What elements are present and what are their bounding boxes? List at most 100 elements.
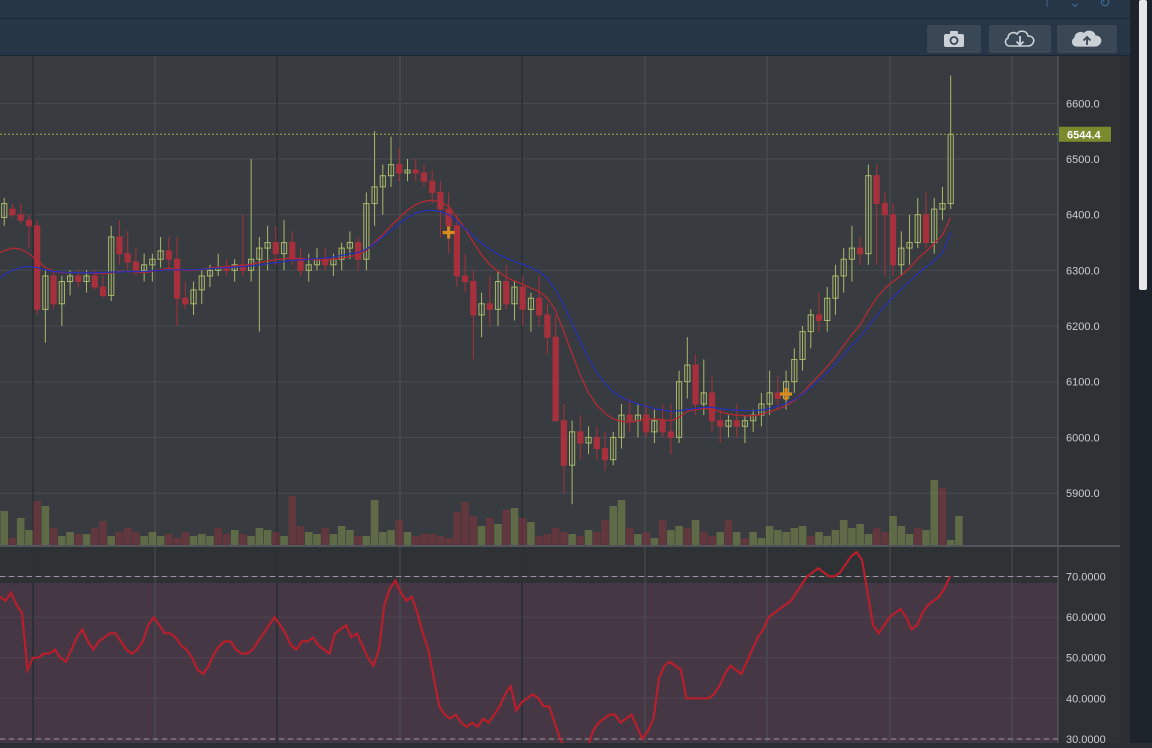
candle-body	[774, 392, 781, 399]
candle-body	[898, 247, 905, 266]
candle-body	[437, 191, 444, 210]
price-chart-area[interactable]: 6544.4 5900.0 6000.0 6100.0 6200.0 6300.0 640…	[0, 56, 1120, 748]
volume-bar	[905, 534, 914, 546]
candle-body	[503, 281, 510, 305]
buy-signal-marker	[780, 387, 793, 400]
volume-bar	[601, 520, 609, 546]
volume-bar	[774, 530, 782, 546]
volume-bar	[806, 536, 815, 546]
candle-body	[272, 242, 279, 255]
candle-body	[922, 214, 930, 244]
candle-body	[346, 242, 353, 249]
volume-bar	[946, 540, 955, 546]
volume-bar	[379, 532, 387, 546]
candle-body	[618, 414, 625, 438]
volume-bar	[477, 526, 486, 546]
candle-body	[651, 420, 658, 433]
volume-bar	[313, 534, 321, 546]
candle-body	[585, 436, 592, 444]
volume-bar	[420, 534, 428, 546]
candle-body	[206, 269, 214, 277]
volume-bar	[856, 524, 864, 546]
volume-bar	[354, 536, 362, 546]
volume-bar	[518, 518, 527, 546]
volume-bar	[667, 530, 675, 546]
upload-button[interactable]	[1057, 25, 1117, 53]
price-tick-label: 6300.0	[1066, 265, 1100, 277]
volume-bar	[675, 526, 683, 546]
volume-bar	[58, 536, 66, 546]
candle-body	[560, 420, 567, 466]
candle-body	[75, 275, 82, 283]
candle-body	[684, 364, 691, 383]
candle-body	[832, 275, 839, 299]
volume-bar	[132, 532, 140, 546]
candle-body	[157, 250, 164, 260]
candle-body	[939, 203, 946, 210]
candle-body	[396, 164, 403, 174]
candle-body	[371, 186, 378, 205]
volume-bar	[0, 511, 9, 546]
volume-bar	[592, 532, 601, 546]
candle-body	[478, 303, 485, 316]
candle-body	[865, 175, 872, 255]
candlestick-series	[1, 75, 954, 505]
candle-body	[527, 297, 535, 310]
candle-body	[124, 253, 131, 263]
candle-body	[889, 214, 897, 266]
signal-markers	[442, 226, 793, 400]
refresh-icon[interactable]: ↻	[1099, 0, 1111, 10]
screenshot-button[interactable]	[927, 25, 981, 53]
volume-bar	[288, 496, 297, 546]
camera-icon	[944, 31, 964, 47]
candle-body	[305, 264, 312, 271]
chart-canvas[interactable]: 6544.4 5900.0 6000.0 6100.0 6200.0 6300.0 640…	[0, 56, 1120, 748]
price-tick-label: 6100.0	[1066, 377, 1100, 389]
candle-body	[470, 281, 477, 316]
download-button[interactable]	[989, 25, 1051, 53]
rsi-tick-label: 70.0000	[1066, 571, 1106, 583]
candle-body	[256, 247, 263, 260]
volume-bar	[494, 524, 502, 546]
candle-body	[659, 420, 666, 433]
volume-bar	[716, 532, 725, 546]
volume-bar	[444, 538, 453, 546]
candle-body	[429, 180, 436, 193]
candle-body	[173, 258, 181, 299]
candle-body	[462, 275, 469, 283]
candle-body	[494, 281, 502, 310]
volume-bar	[148, 532, 157, 546]
pin-icon[interactable]: ⊤	[1041, 0, 1054, 10]
volume-bar	[938, 488, 947, 546]
scrollbar-thumb[interactable]	[1139, 0, 1147, 290]
volume-bar	[642, 532, 650, 546]
volume-bar	[107, 536, 116, 546]
volume-bar	[881, 532, 889, 546]
candle-body	[182, 297, 189, 305]
volume-bar	[634, 534, 642, 546]
candle-body	[667, 431, 674, 438]
volume-bar	[831, 530, 840, 546]
candle-body	[91, 275, 98, 288]
chevron-down-icon[interactable]: ⌄	[1069, 0, 1081, 10]
volume-bar	[897, 526, 906, 546]
volume-bar	[230, 530, 239, 546]
candle-body	[190, 289, 197, 305]
volume-bar	[82, 534, 91, 546]
candle-body	[297, 258, 304, 271]
candle-body	[906, 242, 913, 249]
volume-bar	[247, 536, 255, 546]
volume-bar	[535, 536, 543, 546]
cloud-download-icon	[1004, 30, 1035, 47]
volume-bar	[798, 526, 807, 546]
volume-bar	[510, 508, 519, 546]
volume-bar	[527, 522, 535, 546]
volume-bar	[699, 532, 708, 546]
candle-body	[404, 169, 411, 174]
volume-bar	[765, 526, 774, 546]
candle-body	[338, 247, 345, 260]
candle-body	[50, 275, 57, 305]
price-tick-label: 6400.0	[1066, 210, 1100, 222]
price-tick-label: 6200.0	[1066, 321, 1100, 333]
candle-body	[552, 336, 559, 422]
